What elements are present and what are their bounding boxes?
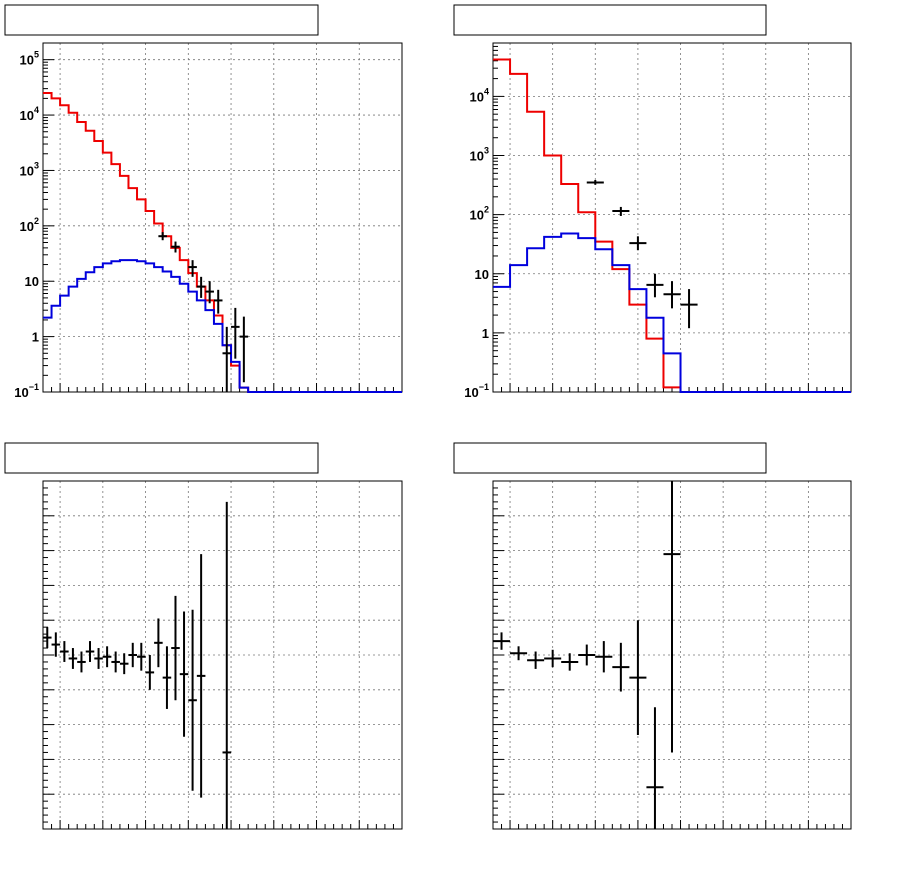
y-tick-label: 10−1	[464, 382, 489, 400]
data-point	[680, 289, 698, 329]
data-point	[154, 618, 163, 668]
data-point	[663, 281, 681, 309]
y-tick-base: 10	[470, 208, 484, 223]
data-point	[493, 632, 511, 650]
data-point	[171, 241, 180, 253]
data-point	[231, 307, 240, 359]
y-tick-label: 10	[25, 274, 39, 289]
y-tick-label: 104	[20, 105, 39, 123]
data-point	[137, 642, 146, 671]
data-point	[222, 326, 232, 392]
y-tick-base: 10	[20, 53, 34, 68]
data-point	[145, 655, 155, 690]
data-point	[586, 180, 604, 185]
data-points	[43, 501, 232, 829]
data-point	[162, 646, 172, 709]
y-tick-label: 102	[470, 205, 489, 223]
title-box	[453, 442, 767, 474]
data-point	[171, 595, 180, 701]
data-points	[158, 232, 249, 392]
data-point	[188, 609, 197, 791]
y-tick-label: 102	[20, 216, 39, 234]
data-point	[188, 260, 197, 277]
residuals-panel-right	[453, 442, 852, 830]
y-tick-label: 105	[20, 50, 39, 68]
data-point	[68, 648, 78, 669]
data-point	[561, 653, 579, 671]
data-point	[595, 641, 613, 673]
data-point	[111, 651, 120, 673]
y-tick-exponent: 4	[34, 105, 39, 115]
y-tick-base: 10	[20, 219, 34, 234]
data-point	[646, 707, 664, 829]
data-point	[222, 501, 232, 829]
plot-frame	[492, 42, 852, 393]
title-box	[4, 4, 319, 36]
data-point	[510, 646, 528, 661]
y-tick-base: 10	[20, 163, 34, 178]
data-point	[612, 642, 630, 692]
y-tick-base: 10	[470, 149, 484, 164]
grid	[493, 481, 851, 829]
data-point	[612, 206, 630, 216]
data-point	[158, 232, 167, 241]
data-point	[196, 276, 206, 298]
data-point	[213, 289, 223, 314]
data-point	[646, 273, 664, 298]
y-tick-label: 104	[470, 86, 489, 104]
histogram-series-total	[43, 92, 402, 393]
data-point	[85, 641, 95, 662]
data-point	[527, 651, 545, 669]
y-tick-exponent: 3	[484, 146, 489, 156]
y-tick-exponent: −1	[479, 382, 489, 392]
y-tick-exponent: −1	[29, 382, 39, 392]
data-point	[578, 644, 596, 666]
data-point	[629, 236, 647, 251]
y-tick-label: 1	[482, 326, 489, 341]
data-point	[77, 651, 86, 673]
y-tick-exponent: 4	[484, 86, 489, 96]
data-point	[128, 642, 138, 668]
data-point	[60, 641, 69, 662]
y-tick-exponent: 2	[484, 205, 489, 215]
data-point	[196, 554, 206, 798]
data-point	[663, 481, 681, 753]
data-point	[205, 281, 214, 304]
data-point	[94, 648, 103, 669]
residuals-panel-left	[4, 442, 403, 830]
data-point	[43, 627, 52, 649]
data-point	[119, 653, 129, 675]
data-points	[586, 180, 698, 329]
y-tick-base: 10	[20, 108, 34, 123]
y-tick-exponent: 5	[34, 50, 39, 60]
data-point	[179, 611, 189, 737]
y-tick-base: 10	[464, 385, 478, 400]
data-point	[239, 316, 249, 383]
y-tick-label: 10	[475, 267, 489, 282]
histogram-series-source	[493, 232, 851, 393]
grid	[43, 481, 402, 829]
title-box	[4, 442, 319, 474]
y-tick-base: 10	[470, 89, 484, 104]
histogram-series-total	[493, 58, 851, 393]
y-tick-label: 103	[470, 146, 489, 164]
data-points	[493, 481, 681, 829]
y-tick-label: 10−1	[14, 382, 39, 400]
y-tick-label: 1	[32, 330, 39, 345]
y-tick-label: 103	[20, 160, 39, 178]
y-tick-exponent: 3	[34, 160, 39, 170]
data-point	[51, 632, 61, 657]
grid	[493, 43, 851, 392]
y-tick-base: 10	[14, 385, 28, 400]
grid	[43, 43, 402, 392]
data-point	[544, 649, 562, 668]
title-box	[453, 4, 767, 36]
y-tick-exponent: 2	[34, 216, 39, 226]
data-point	[102, 646, 112, 668]
data-point	[629, 620, 647, 736]
histogram-series-source	[43, 259, 402, 393]
